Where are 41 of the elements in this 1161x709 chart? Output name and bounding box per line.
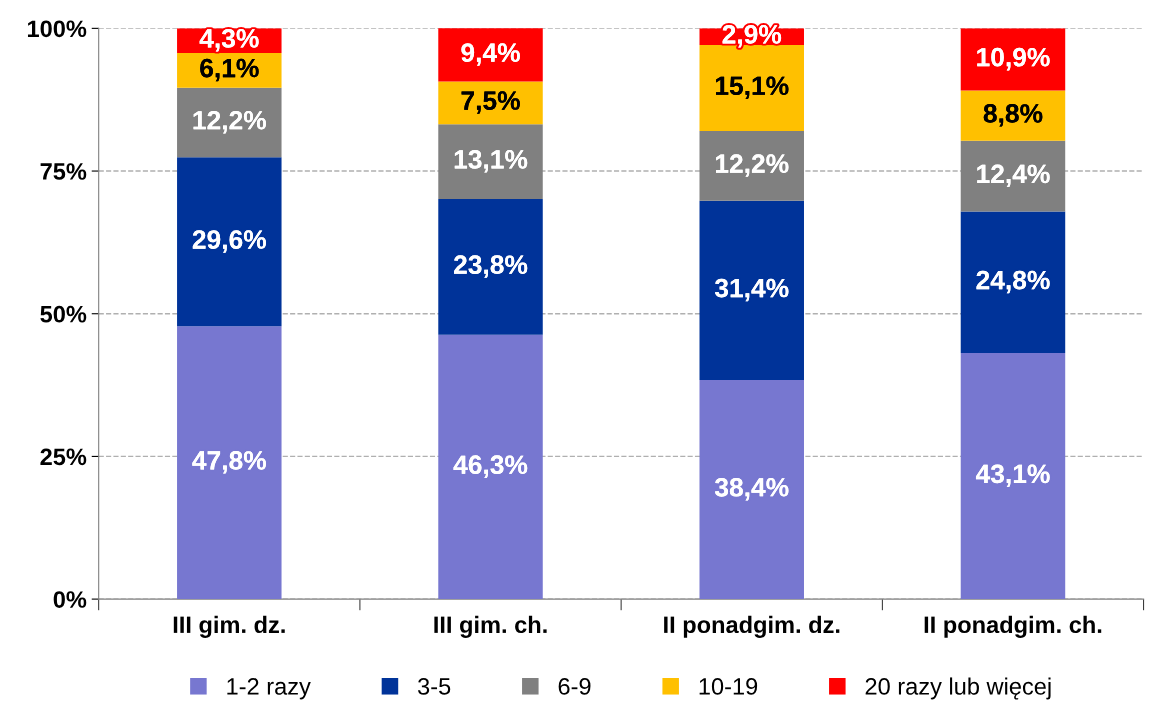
data-label: 24,8% xyxy=(976,270,1050,294)
data-label: 6,1% xyxy=(200,58,259,82)
bar xyxy=(960,211,1066,354)
data-label: 43,1% xyxy=(975,464,1050,488)
x-tick-label: II ponadgim. dz. xyxy=(664,615,840,638)
legend-label: 1-2 razy xyxy=(227,678,311,700)
bar xyxy=(177,326,282,600)
data-label: 12,2% xyxy=(193,110,267,134)
y-tick-label: 75% xyxy=(40,163,87,180)
bar xyxy=(699,200,804,380)
bar xyxy=(177,157,282,327)
data-label: 46,3% xyxy=(453,455,528,478)
bar xyxy=(438,334,543,600)
x-tick-label: II ponadgim. ch. xyxy=(924,615,1102,638)
legend-label: 10-19 xyxy=(699,678,758,695)
data-label: 38,4% xyxy=(714,477,789,501)
data-label: 8,8% xyxy=(983,104,1043,127)
bar xyxy=(699,379,804,600)
data-label: 12,4% xyxy=(977,164,1050,188)
x-tick-label: III gim. dz. xyxy=(173,615,285,638)
data-label: 9,4% xyxy=(461,43,520,66)
legend-label: 6-9 xyxy=(558,678,591,695)
x-tick-label: III gim. ch. xyxy=(434,615,547,638)
y-tick-label: 25% xyxy=(40,448,87,466)
legend-label: 20 razy lub więcej xyxy=(865,677,1051,700)
y-tick-label: 0% xyxy=(53,591,87,608)
data-label: 15,1% xyxy=(716,76,789,99)
data-label: 12,2% xyxy=(716,154,789,177)
bar xyxy=(960,353,1066,600)
data-label: 29,6% xyxy=(192,230,267,253)
data-label: 47,8% xyxy=(192,451,267,474)
y-tick-label: 50% xyxy=(40,305,87,323)
data-label: 10,9% xyxy=(977,47,1050,71)
data-label: 31,4% xyxy=(714,278,789,302)
data-label: 4,3% xyxy=(199,29,259,52)
legend-label: 3-5 xyxy=(417,678,451,695)
data-label: 13,1% xyxy=(454,150,528,173)
data-label: 23,8% xyxy=(454,255,528,278)
bar xyxy=(438,199,543,335)
y-tick-label: 100% xyxy=(27,20,87,38)
data-label: 7,5% xyxy=(461,91,520,114)
